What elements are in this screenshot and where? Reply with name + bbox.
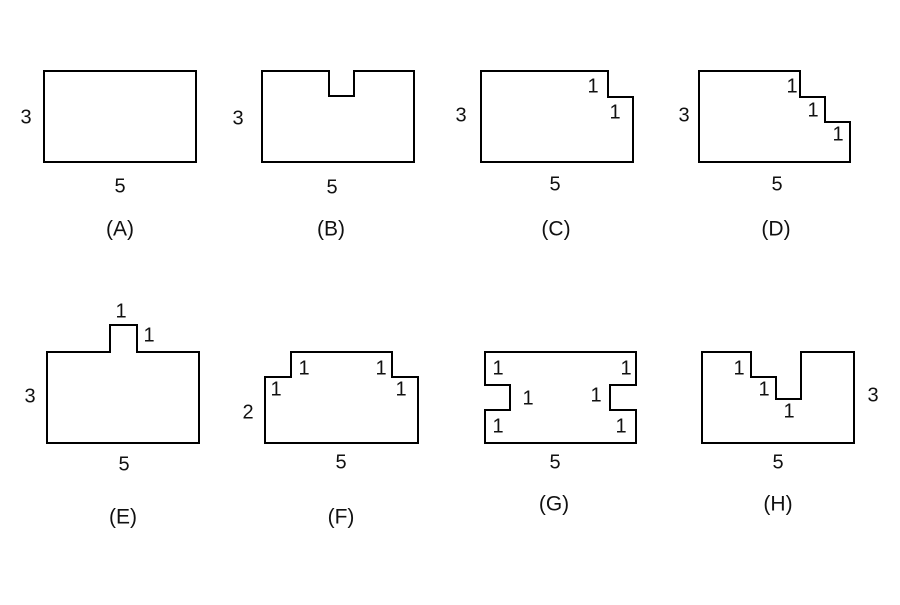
caption-h: (H) [763, 493, 792, 516]
label-h-step-1: 1 [733, 357, 744, 379]
label-f-right-step-h: 1 [395, 378, 406, 400]
label-c-width: 5 [549, 173, 560, 195]
shape-a-outline [43, 70, 197, 163]
label-e-width: 5 [118, 453, 129, 475]
figure-b: 3 5 (B) [232, 70, 415, 241]
caption-a: (A) [106, 218, 134, 241]
label-h-step-3: 1 [783, 400, 794, 422]
caption-f: (F) [328, 506, 355, 529]
figure-h: 3 5 1 1 1 (H) [701, 351, 879, 516]
figure-c: 3 5 1 1 (C) [455, 70, 634, 241]
label-f-left-step-v: 1 [298, 357, 309, 379]
label-f-right-step-v: 1 [375, 357, 386, 379]
label-g-bottom-left: 1 [492, 415, 503, 437]
label-a-height: 3 [20, 106, 31, 128]
label-d-width: 5 [771, 173, 782, 195]
caption-b: (B) [317, 218, 345, 241]
label-c-height: 3 [455, 104, 466, 126]
label-c-notch-vertical: 1 [587, 75, 598, 97]
caption-d: (D) [761, 218, 790, 241]
label-b-width: 5 [326, 176, 337, 198]
label-b-height: 3 [232, 107, 243, 129]
label-g-bottom-right: 1 [615, 415, 626, 437]
label-f-left-step-h: 1 [270, 378, 281, 400]
label-d-height: 3 [678, 104, 689, 126]
label-d-step-2: 1 [807, 99, 818, 121]
shape-f-outline [264, 351, 419, 444]
label-g-right-notch: 1 [590, 384, 601, 406]
label-h-height: 3 [867, 384, 878, 406]
label-d-step-3: 1 [832, 123, 843, 145]
label-g-top-left: 1 [492, 357, 503, 379]
shape-c-outline [480, 70, 634, 163]
caption-c: (C) [541, 218, 570, 241]
figure-d: 3 5 1 1 1 (D) [678, 70, 851, 241]
label-c-notch-horizontal: 1 [609, 101, 620, 123]
label-a-width: 5 [114, 175, 125, 197]
label-d-step-1: 1 [786, 75, 797, 97]
label-g-width: 5 [549, 451, 560, 473]
figure-e: 3 5 1 1 (E) [24, 300, 200, 529]
shape-h-outline [701, 351, 855, 444]
caption-e: (E) [109, 506, 137, 529]
figure-a: 3 5 (A) [20, 70, 197, 241]
caption-g: (G) [539, 493, 569, 516]
label-f-height: 2 [242, 401, 253, 423]
label-e-tab-width: 1 [115, 300, 126, 322]
shape-d-outline [698, 70, 851, 163]
label-f-width: 5 [335, 451, 346, 473]
label-e-tab-height: 1 [143, 324, 154, 346]
label-h-step-2: 1 [758, 378, 769, 400]
figure-g: 5 1 1 1 1 1 1 (G) [484, 351, 637, 516]
shape-b-outline [261, 70, 415, 163]
label-e-height: 3 [24, 385, 35, 407]
shape-g-outline [484, 351, 637, 444]
label-g-left-notch: 1 [522, 387, 533, 409]
figure-f: 2 5 1 1 1 1 (F) [242, 351, 419, 529]
label-h-width: 5 [772, 451, 783, 473]
shape-e-outline [46, 324, 200, 444]
label-g-top-right: 1 [620, 357, 631, 379]
